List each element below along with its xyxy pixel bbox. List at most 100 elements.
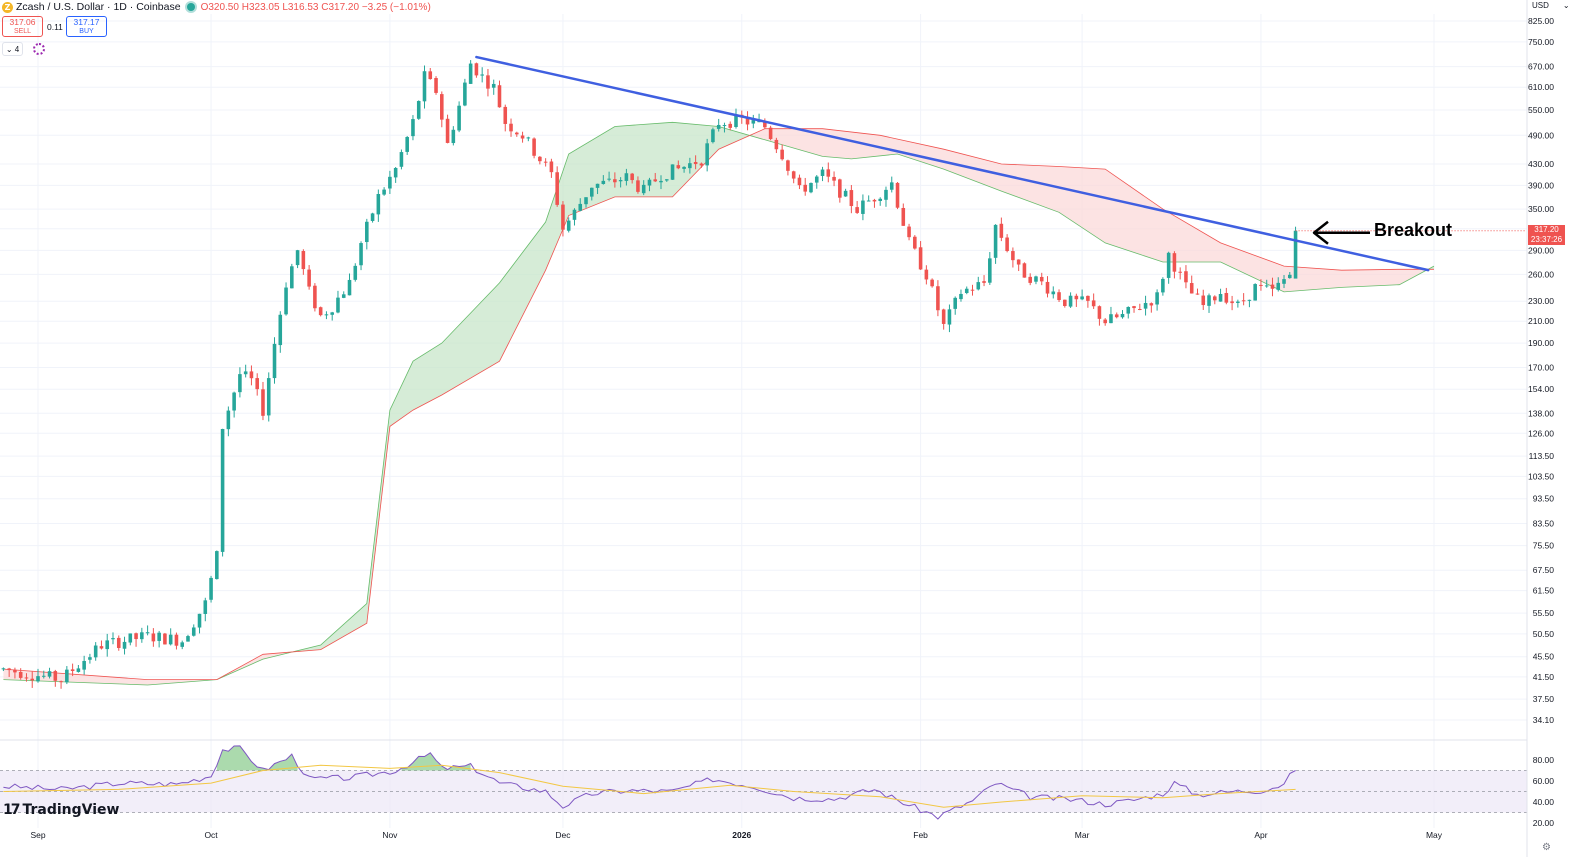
candle-body xyxy=(751,120,756,124)
candle-body xyxy=(284,287,288,315)
candle-body xyxy=(936,286,940,311)
candle-body xyxy=(976,282,981,290)
candle-body xyxy=(849,190,854,207)
candle-body xyxy=(168,634,173,645)
span-b-line xyxy=(3,128,1434,680)
candle-body xyxy=(791,171,796,179)
buy-button[interactable]: 317.17 BUY xyxy=(66,16,107,37)
rsi-ma-line xyxy=(3,764,1296,808)
candle-body xyxy=(370,213,375,221)
candle-body xyxy=(1264,285,1269,287)
ohlc-close: C317.20 xyxy=(321,1,360,13)
candle-body xyxy=(336,297,340,313)
sell-button[interactable]: 317.06 SELL xyxy=(2,16,43,37)
candle-body xyxy=(913,236,917,249)
candle-body xyxy=(440,94,444,120)
last-price-label: 317.20 23:37:26 xyxy=(1528,225,1565,245)
candle-body xyxy=(1022,263,1027,278)
candle-body xyxy=(1086,295,1090,301)
span-a-line xyxy=(3,121,1435,686)
candle-body xyxy=(907,226,911,238)
candle-body xyxy=(480,74,484,76)
candle-body xyxy=(1207,295,1211,306)
price-tick-label: 93.50 xyxy=(1533,494,1555,504)
candle-body xyxy=(722,125,727,127)
candle-body xyxy=(941,309,946,324)
candle-body xyxy=(1241,300,1246,302)
candle-body xyxy=(780,149,784,160)
ohlc-high: H323.05 xyxy=(241,1,280,13)
candle-body xyxy=(261,389,265,416)
sell-price: 317.06 xyxy=(9,17,36,27)
spread-value: 0.11 xyxy=(47,22,63,32)
candle-body xyxy=(1028,276,1032,283)
time-tick-label: Apr xyxy=(1254,830,1267,840)
time-tick-label: Sep xyxy=(30,830,45,840)
candle-body xyxy=(866,200,871,202)
currency-selector[interactable]: USD ⌄ xyxy=(1532,1,1570,10)
candle-body xyxy=(59,681,63,683)
candle-body xyxy=(272,343,277,379)
arrow-head xyxy=(1312,220,1329,245)
left-arrow-icon xyxy=(1312,220,1370,245)
chevron-down-icon: ⌄ xyxy=(1562,1,1570,10)
candle-body xyxy=(1057,292,1061,301)
candle-body xyxy=(584,197,588,205)
candle-body xyxy=(803,184,808,192)
price-tick-label: 67.50 xyxy=(1533,565,1555,575)
candle-body xyxy=(1236,301,1240,303)
candle-body xyxy=(197,613,202,628)
buy-label: BUY xyxy=(79,28,94,35)
candle-body xyxy=(1103,319,1107,324)
candle-body xyxy=(1218,294,1223,302)
candle-body xyxy=(7,668,11,671)
candle-body xyxy=(1097,306,1102,319)
indicator-loading-icon[interactable] xyxy=(33,43,45,55)
candle-body xyxy=(468,63,473,84)
candle-body xyxy=(1195,293,1200,295)
time-tick-label: Oct xyxy=(204,830,218,840)
price-tick-label: 230.00 xyxy=(1528,296,1554,306)
candle-body xyxy=(307,269,311,287)
candle-body xyxy=(578,203,583,211)
candle-body xyxy=(526,137,531,139)
candle-body xyxy=(607,178,611,180)
candle-body xyxy=(918,247,923,270)
indicators-toggle[interactable]: ⌄ 4 xyxy=(2,42,23,56)
symbol-title[interactable]: Zcash / U.S. Dollar · 1D · Coinbase xyxy=(16,1,181,13)
candle-body xyxy=(982,281,986,283)
candle-body xyxy=(243,371,248,375)
candle-body xyxy=(53,671,58,681)
candle-body xyxy=(630,173,634,181)
candle-body xyxy=(1247,299,1252,301)
last-price-value: 317.20 xyxy=(1534,225,1559,234)
candle-body xyxy=(1109,314,1113,324)
price-tick-label: 75.50 xyxy=(1533,541,1555,551)
candle-body xyxy=(434,78,438,93)
price-tick-label: 825.00 xyxy=(1528,16,1554,26)
candle-body xyxy=(682,166,686,169)
bar-countdown: 23:37:26 xyxy=(1530,235,1563,244)
time-tick-label: 2026 xyxy=(732,830,751,840)
candle-body xyxy=(572,209,577,220)
candle-body xyxy=(993,224,998,258)
gear-icon[interactable]: ⚙ xyxy=(1542,842,1551,853)
tradingview-logo[interactable]: 17 TradingView xyxy=(3,802,119,818)
candle-body xyxy=(768,127,773,139)
candle-body xyxy=(763,121,767,128)
price-tick-label: 45.50 xyxy=(1533,652,1555,662)
rsi-tick-label: 40.00 xyxy=(1533,797,1555,807)
rsi-overbought-fill xyxy=(216,745,298,771)
candle-body xyxy=(13,669,17,673)
candle-body xyxy=(930,279,934,287)
candle-body xyxy=(613,179,617,183)
candle-body xyxy=(1253,284,1257,301)
candle-body xyxy=(1034,276,1038,282)
candle-body xyxy=(463,82,467,106)
candle-body xyxy=(399,152,404,167)
chart-header: Z Zcash / U.S. Dollar · 1D · Coinbase O3… xyxy=(2,0,431,14)
candle-body xyxy=(422,71,427,102)
candle-body xyxy=(416,101,421,119)
candle-body xyxy=(70,669,75,671)
